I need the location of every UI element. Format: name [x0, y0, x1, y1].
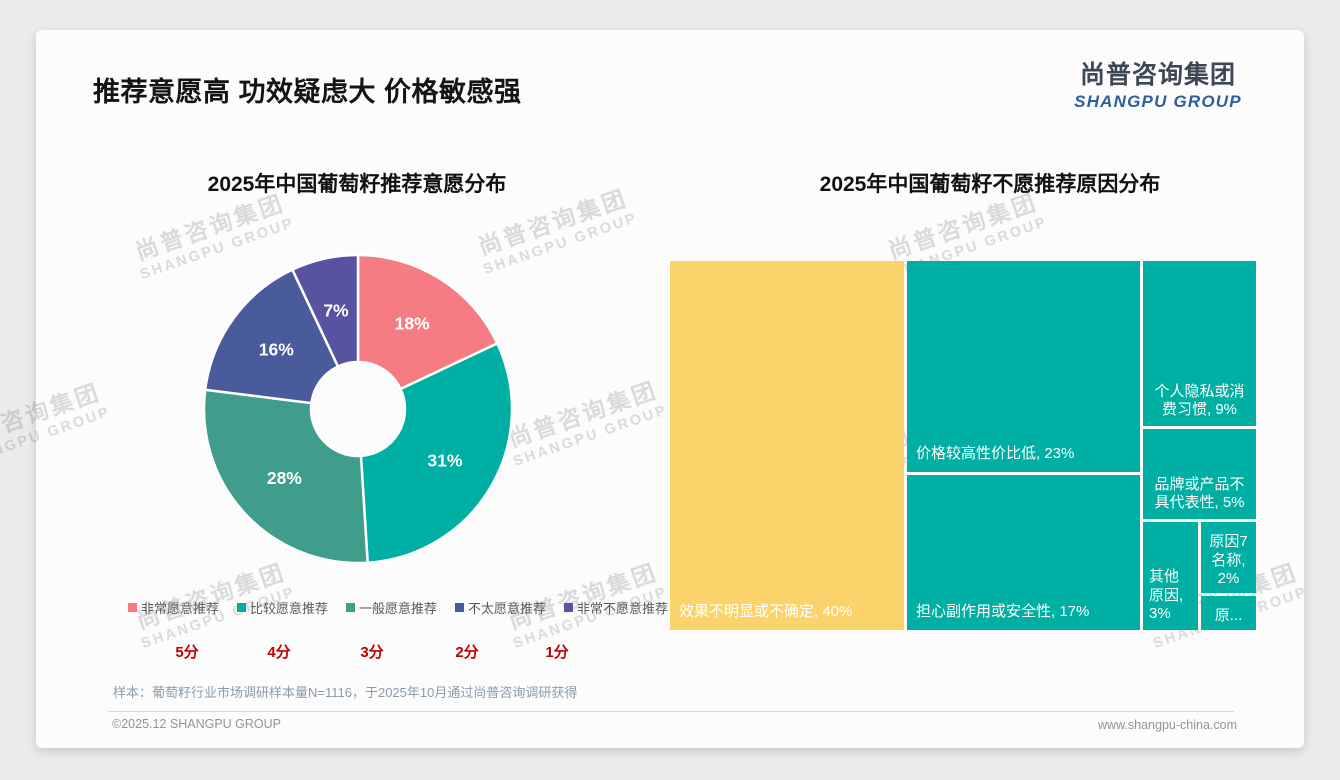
treemap-cell: 效果不明显或不确定, 40% [670, 261, 904, 630]
donut-value-label: 18% [395, 314, 430, 334]
legend-marker-icon [345, 603, 355, 612]
legend-item: 比较愿意推荐 [236, 598, 328, 617]
company-logo: 尚普咨询集团 SHANGPU GROUP [1072, 55, 1244, 112]
legend-item: 不太愿意推荐 [454, 598, 546, 617]
logo-chinese: 尚普咨询集团 [1079, 61, 1236, 89]
score-label-4: 4分 [267, 644, 291, 661]
donut-value-label: 16% [259, 340, 294, 360]
donut-value-label: 7% [323, 300, 349, 320]
donut-slice-0 [356, 253, 499, 391]
treemap-chart-title: 2025年中国葡萄籽不愿推荐原因分布 [819, 173, 1161, 196]
footer-website: www.shangpu-china.com [1098, 718, 1237, 732]
score-label-5: 5分 [175, 644, 199, 661]
score-label-3: 3分 [360, 644, 384, 661]
legend-label: 非常不愿意推荐 [576, 601, 668, 616]
donut-slice-2 [202, 388, 369, 565]
donut-chart: 18% 31% 28% 16% 7% [202, 253, 514, 565]
legend-item: 一般愿意推荐 [345, 598, 437, 617]
legend-item: 非常不愿意推荐 [563, 598, 668, 617]
donut-legend: 非常愿意推荐 比较愿意推荐 一般愿意推荐 不太愿意推荐 非常不愿意推荐 [128, 598, 668, 617]
treemap-cell: 品牌或产品不具代表性, 5% [1143, 429, 1256, 519]
donut-slice-3 [203, 268, 340, 405]
legend-item: 非常愿意推荐 [128, 598, 219, 617]
score-label-2: 2分 [455, 644, 479, 661]
page-title: 推荐意愿高 功效疑虑大 价格敏感强 [93, 77, 522, 107]
score-label-1: 1分 [545, 644, 569, 661]
legend-marker-icon [563, 603, 573, 612]
legend-label: 非常愿意推荐 [141, 601, 220, 616]
donut-value-label: 28% [267, 468, 302, 488]
donut-slice-4 [291, 253, 360, 368]
legend-label: 不太愿意推荐 [467, 601, 546, 616]
legend-marker-icon [454, 603, 464, 612]
footer-copyright: ©2025.12 SHANGPU GROUP [112, 717, 281, 731]
legend-label: 比较愿意推荐 [249, 601, 328, 616]
logo-english: SHANGPU GROUP [1074, 92, 1242, 111]
sample-note: 样本：葡萄籽行业市场调研样本量N=1116，于2025年10月通过尚普咨询调研获… [113, 685, 578, 700]
donut-chart-title: 2025年中国葡萄籽推荐意愿分布 [207, 173, 507, 196]
treemap-cell: 个人隐私或消费习惯, 9% [1143, 261, 1256, 426]
footer-divider [108, 711, 1234, 712]
donut-svg: 18% 31% 28% 16% 7% [202, 253, 514, 565]
donut-slice-1 [359, 342, 514, 564]
legend-marker-icon [128, 603, 137, 612]
treemap-chart: 效果不明显或不确定, 40% 价格较高性价比低, 23% 担心副作用或安全性, … [670, 261, 1256, 630]
legend-marker-icon [236, 603, 246, 612]
treemap-cell: 价格较高性价比低, 23% [907, 261, 1140, 472]
treemap-cell: 原因7名称, 2% [1201, 522, 1256, 593]
donut-value-label: 31% [427, 450, 462, 470]
treemap-cell: 原... [1201, 596, 1256, 630]
legend-label: 一般愿意推荐 [358, 601, 437, 616]
treemap-cell: 担心副作用或安全性, 17% [907, 475, 1140, 630]
treemap-cell: 其他原因, 3% [1143, 522, 1198, 630]
